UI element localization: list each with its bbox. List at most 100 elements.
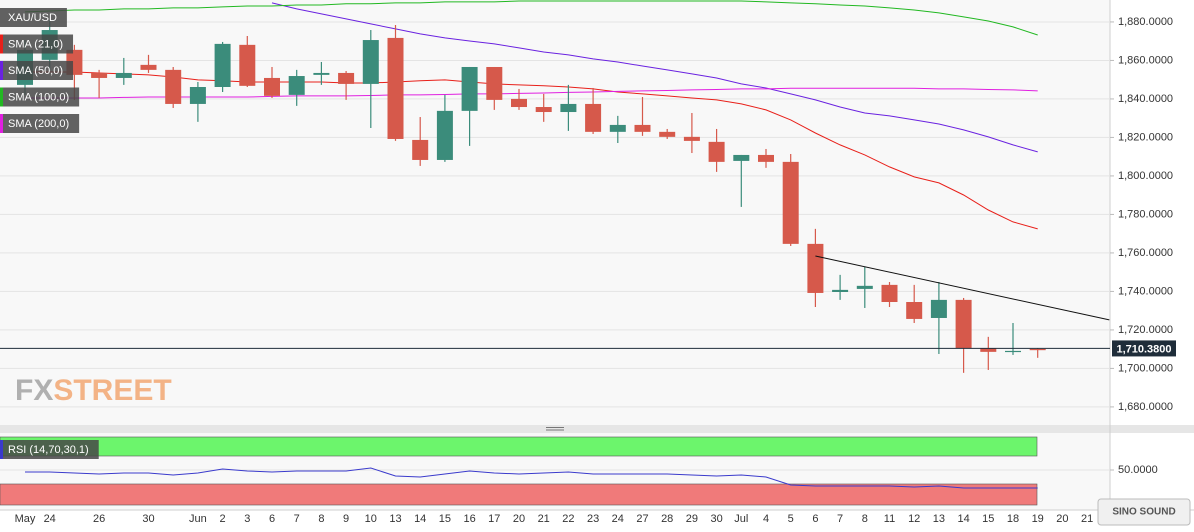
candle-body bbox=[955, 299, 972, 349]
candle-body bbox=[511, 98, 527, 108]
candle-body bbox=[115, 72, 132, 78]
pane-divider[interactable] bbox=[0, 425, 1194, 433]
candle-body bbox=[313, 72, 330, 75]
candle-body bbox=[412, 139, 429, 160]
logo: SINO SOUND bbox=[1112, 507, 1175, 518]
candle-body bbox=[906, 302, 923, 319]
legend-swatch bbox=[0, 61, 3, 80]
x-tick-label: 16 bbox=[463, 513, 475, 525]
x-tick-label: 7 bbox=[837, 513, 843, 525]
y-tick-label: 1,760.0000 bbox=[1118, 247, 1173, 259]
x-tick-label: 30 bbox=[142, 513, 154, 525]
legend-label: SMA (21,0) bbox=[8, 38, 63, 50]
y-tick-label: 1,860.0000 bbox=[1118, 54, 1173, 66]
legend-box bbox=[0, 87, 80, 107]
candle-body bbox=[782, 161, 799, 244]
candle-body bbox=[239, 44, 256, 86]
price-label-box bbox=[1112, 340, 1176, 357]
candle-body bbox=[733, 154, 750, 161]
candle-body bbox=[634, 124, 651, 132]
overbought-band bbox=[0, 436, 1038, 457]
candle-body bbox=[91, 72, 108, 78]
watermark-part: FX bbox=[15, 374, 53, 407]
oversold-band bbox=[0, 483, 1038, 506]
candle-body bbox=[560, 103, 577, 113]
logo-box bbox=[1097, 498, 1191, 526]
y-tick-label: 1,680.0000 bbox=[1118, 401, 1173, 413]
legend-item[interactable]: RSI (14,70,30,1) bbox=[0, 440, 99, 459]
legend-swatch bbox=[0, 440, 3, 459]
y-tick-label: 1,720.0000 bbox=[1118, 324, 1173, 336]
x-tick-label: 17 bbox=[488, 513, 500, 525]
x-tick-label: 21 bbox=[1081, 513, 1093, 525]
legend-item[interactable]: SMA (50,0) bbox=[0, 61, 74, 80]
legend-box bbox=[0, 61, 74, 80]
rsi-pane: 50.0000 RSI (14,70,30,1) bbox=[0, 436, 1158, 506]
candle-body bbox=[165, 69, 182, 104]
legend-item[interactable]: XAU/USD bbox=[0, 8, 67, 27]
candle-body bbox=[461, 66, 478, 111]
legend-swatch bbox=[0, 114, 3, 133]
legend-item[interactable]: SMA (100,0) bbox=[0, 87, 80, 107]
candle-body bbox=[832, 289, 849, 292]
x-tick-label: 12 bbox=[908, 513, 920, 525]
x-tick-label: 22 bbox=[562, 513, 574, 525]
x-tick-label: 20 bbox=[1056, 513, 1068, 525]
x-tick-label: 26 bbox=[93, 513, 105, 525]
x-tick-label: May bbox=[15, 513, 36, 525]
x-tick-label: 23 bbox=[587, 513, 599, 525]
x-tick-label: 6 bbox=[269, 513, 275, 525]
x-tick-label: 27 bbox=[636, 513, 648, 525]
legend-item[interactable]: SMA (200,0) bbox=[0, 114, 80, 133]
y-tick-label: 1,880.0000 bbox=[1118, 16, 1173, 28]
y-tick-label: 1,840.0000 bbox=[1118, 93, 1173, 105]
y-tick-label: 1,700.0000 bbox=[1118, 362, 1173, 374]
candle-body bbox=[807, 243, 824, 293]
x-tick-label: 11 bbox=[884, 513, 895, 525]
x-tick-label: 18 bbox=[1007, 513, 1019, 525]
y-tick-label: 1,740.0000 bbox=[1118, 285, 1173, 297]
x-tick-label: 2 bbox=[220, 513, 226, 525]
candle-body bbox=[387, 37, 404, 139]
x-tick-label: 24 bbox=[612, 513, 624, 525]
candle-body bbox=[535, 107, 552, 113]
x-tick-label: 19 bbox=[1032, 513, 1044, 525]
x-tick-label: Jul bbox=[734, 513, 748, 525]
legend-item[interactable]: SMA (21,0) bbox=[0, 34, 74, 54]
legend-swatch bbox=[0, 87, 3, 107]
legend-label: XAU/USD bbox=[8, 12, 57, 24]
legend-box bbox=[0, 8, 67, 27]
y-tick-label: 1,820.0000 bbox=[1118, 131, 1173, 143]
legend-swatch bbox=[0, 34, 3, 54]
y-tick-label: 1,800.0000 bbox=[1118, 170, 1173, 182]
x-tick-label: 13 bbox=[933, 513, 945, 525]
x-tick-label: 14 bbox=[957, 513, 969, 525]
x-tick-label: 4 bbox=[763, 513, 769, 525]
x-tick-label: 5 bbox=[788, 513, 794, 525]
candle-body bbox=[264, 77, 280, 96]
grid bbox=[0, 21, 1114, 408]
candle-body bbox=[881, 284, 898, 303]
candle-body bbox=[708, 141, 725, 162]
candle-body bbox=[288, 76, 305, 95]
x-tick-label: 21 bbox=[538, 513, 550, 525]
candle-body bbox=[758, 154, 774, 162]
candle-body bbox=[362, 40, 379, 84]
legend-box bbox=[0, 34, 74, 54]
legend-label: SMA (100,0) bbox=[8, 91, 69, 103]
x-tick-label: 13 bbox=[389, 513, 401, 525]
candle-body bbox=[486, 66, 503, 100]
x-tick-label: 6 bbox=[812, 513, 818, 525]
candle-body bbox=[189, 87, 206, 104]
x-tick-label: 10 bbox=[365, 513, 377, 525]
candle-body bbox=[659, 131, 676, 137]
legend-label: SMA (200,0) bbox=[8, 118, 69, 130]
candle-body bbox=[585, 103, 602, 132]
candle-body bbox=[980, 348, 997, 352]
legend-box bbox=[0, 114, 80, 133]
y-tick-label: 1,780.0000 bbox=[1118, 208, 1173, 220]
candle-body bbox=[140, 64, 157, 70]
legend-label: SMA (50,0) bbox=[8, 65, 63, 77]
x-tick-label: 9 bbox=[343, 513, 349, 525]
